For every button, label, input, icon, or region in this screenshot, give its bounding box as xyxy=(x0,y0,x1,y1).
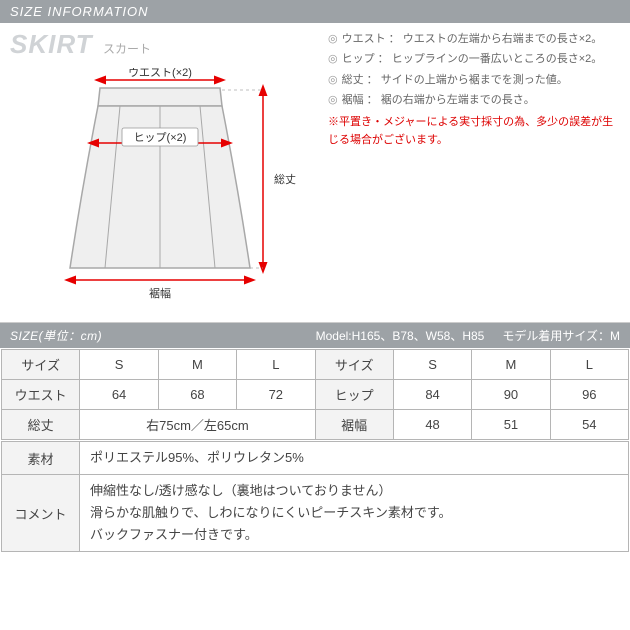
cell: L xyxy=(550,350,628,380)
title-ja: スカート xyxy=(103,42,151,56)
cell: S xyxy=(80,350,158,380)
model-size: モデル着用サイズ：M xyxy=(502,327,620,344)
cell: M xyxy=(158,350,236,380)
definitions-area: ◎ ウエスト ： ウエストの左端から右端までの長さ×2。 ◎ ヒップ ： ヒップ… xyxy=(310,29,620,308)
cell: 右75cm／左65cm xyxy=(80,410,315,440)
definition-row: ◎ 裾幅 ： 裾の右端から左端までの長さ。 xyxy=(328,90,620,110)
cell: 48 xyxy=(393,410,471,440)
svg-text:ウエスト(×2): ウエスト(×2) xyxy=(128,68,192,79)
cell: 総丈 xyxy=(2,410,80,440)
def-label: 裾幅 xyxy=(342,94,364,106)
definition-row: ◎ ヒップ ： ヒップラインの一番広いところの長さ×2。 xyxy=(328,49,620,69)
bullet-icon: ◎ xyxy=(328,70,338,90)
header-title: SIZE INFORMATION xyxy=(10,4,149,19)
note-text: ※平置き・メジャーによる実寸採寸の為、多少の誤差が生じる場合がございます。 xyxy=(328,114,620,149)
model-info: Model:H165、B78、W58、H85 xyxy=(316,327,485,344)
cell: 84 xyxy=(393,380,471,410)
def-text: サイドの上端から裾までを測った値。 xyxy=(381,74,568,86)
skirt-diagram: ウエスト(×2) ヒップ(×2) 総丈 裾幅 xyxy=(10,68,300,308)
cell: 64 xyxy=(80,380,158,410)
cell: S xyxy=(393,350,471,380)
title-en: SKIRT xyxy=(10,29,93,59)
cell: 68 xyxy=(158,380,236,410)
table-row: サイズ S M L サイズ S M L xyxy=(2,350,629,380)
def-label: ヒップ xyxy=(342,53,375,65)
cell: 90 xyxy=(472,380,550,410)
bullet-icon: ◎ xyxy=(328,29,338,49)
size-table: サイズ S M L サイズ S M L ウエスト 64 68 72 ヒップ 84… xyxy=(1,349,629,440)
table-row: 素材 ポリエステル95%、ポリウレタン5% xyxy=(2,442,629,475)
definition-row: ◎ 総丈 ： サイドの上端から裾までを測った値。 xyxy=(328,70,620,90)
diagram-area: SKIRT スカート xyxy=(10,29,310,308)
cell: L xyxy=(237,350,315,380)
material-label: 素材 xyxy=(2,442,80,475)
cell: ウエスト xyxy=(2,380,80,410)
header-bar: SIZE INFORMATION xyxy=(0,0,630,23)
bullet-icon: ◎ xyxy=(328,49,338,69)
material-text: ポリエステル95%、ポリウレタン5% xyxy=(80,442,629,475)
table-row: コメント 伸縮性なし/透け感なし（裏地はついておりません）滑らかな肌触りで、しわ… xyxy=(2,475,629,552)
table-row: ウエスト 64 68 72 ヒップ 84 90 96 xyxy=(2,380,629,410)
cell: 51 xyxy=(472,410,550,440)
cell: 96 xyxy=(550,380,628,410)
detail-table: 素材 ポリエステル95%、ポリウレタン5% コメント 伸縮性なし/透け感なし（裏… xyxy=(1,441,629,552)
cell: 54 xyxy=(550,410,628,440)
cell: 72 xyxy=(237,380,315,410)
def-label: 総丈 xyxy=(342,74,364,86)
cell: サイズ xyxy=(2,350,80,380)
cell: M xyxy=(472,350,550,380)
def-text: ウエストの左端から右端までの長さ×2。 xyxy=(403,33,603,45)
def-label: ウエスト xyxy=(342,33,386,45)
comment-text: 伸縮性なし/透け感なし（裏地はついておりません）滑らかな肌触りで、しわになりにく… xyxy=(80,475,629,552)
def-text: ヒップラインの一番広いところの長さ×2。 xyxy=(392,53,603,65)
definition-row: ◎ ウエスト ： ウエストの左端から右端までの長さ×2。 xyxy=(328,29,620,49)
svg-text:ヒップ(×2): ヒップ(×2) xyxy=(134,131,187,144)
sub-left: SIZE(単位：cm) xyxy=(10,327,102,344)
svg-text:総丈: 総丈 xyxy=(274,172,296,186)
cell: ヒップ xyxy=(315,380,393,410)
bullet-icon: ◎ xyxy=(328,90,338,110)
def-text: 裾の右端から左端までの長さ。 xyxy=(381,94,535,106)
comment-label: コメント xyxy=(2,475,80,552)
info-section: SKIRT スカート xyxy=(0,23,630,323)
subheader-bar: SIZE(単位：cm) Model:H165、B78、W58、H85 モデル着用… xyxy=(0,323,630,348)
cell: 裾幅 xyxy=(315,410,393,440)
svg-text:裾幅: 裾幅 xyxy=(149,286,171,300)
cell: サイズ xyxy=(315,350,393,380)
table-row: 総丈 右75cm／左65cm 裾幅 48 51 54 xyxy=(2,410,629,440)
